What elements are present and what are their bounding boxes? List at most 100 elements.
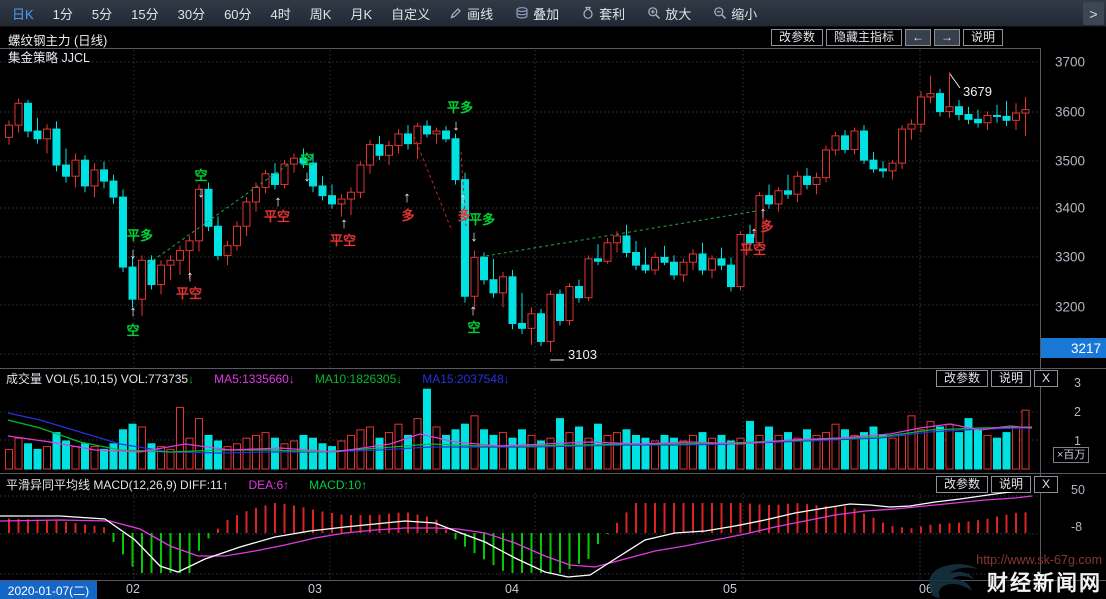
macd-button-说明[interactable]: 说明: [991, 476, 1032, 493]
site-logo-icon: [929, 563, 978, 598]
macd-header: 平滑异同平均线 MACD(12,26,9) DIFF:11↑ DEA:6↑ MACD…: [0, 475, 1040, 494]
volume-close-button[interactable]: X: [1034, 370, 1059, 387]
tool-放大[interactable]: 放大: [647, 4, 691, 23]
signal-平空: 平空: [264, 209, 290, 224]
macd-scale-50: 50: [1071, 483, 1085, 497]
period-tab-5分[interactable]: 5分: [91, 6, 113, 22]
expand-panel-button[interactable]: >: [1083, 2, 1104, 25]
up-arrow-icon: ↑: [129, 303, 137, 320]
strategy-label: 集金策略 JJCL: [8, 50, 90, 65]
price-label-3700: 3700: [1055, 54, 1086, 70]
signal-平多: 平多: [447, 100, 473, 115]
macd-chart[interactable]: [0, 492, 1040, 580]
volume-buttons: 改参数 说明 X: [933, 370, 1059, 387]
tool-叠加[interactable]: 叠加: [515, 4, 559, 23]
zoom-in-icon: [648, 7, 661, 19]
current-date-badge: 2020-01-07(二): [0, 581, 97, 599]
main-button-隐藏主指标[interactable]: 隐藏主指标: [825, 29, 902, 46]
signal-平空: 平空: [740, 242, 766, 257]
separator: [0, 368, 1106, 369]
stack-icon: [516, 7, 528, 19]
date-axis: 2020-01-07(二) 02 03 04 05 06: [0, 581, 1106, 599]
main-button-说明[interactable]: 说明: [962, 29, 1003, 46]
pencil-icon: [450, 8, 461, 19]
down-arrow-icon: ↓: [303, 168, 311, 185]
separator: [0, 473, 1106, 474]
up-arrow-icon: ↑: [750, 224, 758, 241]
period-tab-月K[interactable]: 月K: [350, 6, 373, 22]
main-prev-button[interactable]: ←: [904, 29, 931, 46]
date-tick-02: 02: [126, 582, 140, 596]
signal-空: 空: [300, 152, 313, 167]
price-label-3200: 3200: [1055, 299, 1086, 315]
main-chart-buttons: 改参数 隐藏主指标 ← → 说明: [768, 29, 1003, 46]
volume-scale-1: 1: [1074, 434, 1081, 448]
price-label-3300: 3300: [1055, 249, 1086, 265]
volume-button-说明[interactable]: 说明: [991, 370, 1032, 387]
macd-value-2: MACD:10↑: [309, 477, 368, 492]
period-tab-自定义[interactable]: 自定义: [391, 6, 431, 22]
signal-平空: 平空: [176, 286, 202, 301]
macd-button-改参数[interactable]: 改参数: [936, 476, 989, 493]
period-tab-日K[interactable]: 日K: [12, 6, 34, 22]
volume-scale-2: 2: [1074, 405, 1081, 419]
price-label-3600: 3600: [1055, 104, 1086, 120]
vol-value-0: 成交量 VOL(5,10,15) VOL:773735↓: [6, 372, 195, 386]
down-arrow-icon: ↓: [452, 117, 460, 134]
signal-多: 多: [457, 208, 470, 223]
price-tag-3679: 3679: [963, 84, 992, 99]
title-row: 螺纹钢主力 (日线) 改参数 隐藏主指标 ← → 说明: [0, 27, 1106, 49]
tool-缩小[interactable]: 缩小: [713, 4, 757, 23]
signal-平多: 平多: [127, 228, 153, 243]
main-button-改参数[interactable]: 改参数: [770, 29, 823, 46]
signal-空: 空: [126, 323, 139, 338]
period-tab-30分[interactable]: 30分: [177, 6, 206, 22]
vol-value-1: MA5:1335660↓: [214, 371, 295, 386]
vol-value-3: MA15:2037548↓: [422, 371, 510, 386]
date-tick-04: 04: [505, 582, 519, 596]
volume-unit-label: ×百万: [1053, 447, 1090, 463]
signal-空: 空: [467, 320, 480, 335]
tool-套利[interactable]: 套利: [581, 4, 625, 23]
period-tab-15分[interactable]: 15分: [131, 6, 159, 22]
moneybag-icon: [583, 6, 593, 19]
price-label-3500: 3500: [1055, 153, 1086, 169]
zoom-out-icon: [714, 7, 727, 19]
signal-平空: 平空: [330, 233, 356, 248]
date-tick-03: 03: [308, 582, 322, 596]
date-tick-05: 05: [723, 582, 737, 596]
separator: [0, 580, 1106, 581]
main-next-button[interactable]: →: [933, 29, 960, 46]
price-label-3400: 3400: [1055, 200, 1086, 216]
tool-画线[interactable]: 画线: [449, 4, 493, 23]
instrument-title: 螺纹钢主力 (日线): [8, 34, 108, 48]
down-arrow-icon: ↓: [197, 184, 205, 201]
macd-value-0: 平滑异同平均线 MACD(12,26,9) DIFF:11↑: [6, 478, 229, 492]
signal-多: 多: [760, 219, 773, 234]
up-arrow-icon: ↑: [274, 193, 282, 210]
signal-空: 空: [194, 168, 207, 183]
macd-value-1: DEA:6↑: [248, 477, 290, 492]
period-tab-周K[interactable]: 周K: [309, 6, 332, 22]
price-axis: 3700 3600 3500 3400 3300 3200 3 2 1 50 -8 3217 ×百万: [1040, 48, 1106, 580]
vol-value-2: MA10:1826305↓: [314, 371, 403, 386]
macd-scale--8: -8: [1071, 520, 1083, 534]
period-tab-4时[interactable]: 4时: [270, 6, 291, 22]
down-arrow-icon: ↓: [470, 228, 478, 245]
volume-header: 成交量 VOL(5,10,15) VOL:773735↓ MA5:1335660↓…: [0, 369, 1040, 388]
macd-close-button[interactable]: X: [1034, 476, 1059, 493]
volume-button-改参数[interactable]: 改参数: [936, 370, 989, 387]
up-arrow-icon: ↑: [759, 204, 767, 221]
volume-chart[interactable]: [0, 388, 1040, 472]
signal-多: 多: [401, 208, 414, 223]
period-tab-1分[interactable]: 1分: [52, 6, 73, 22]
period-tab-60分[interactable]: 60分: [224, 6, 252, 22]
up-arrow-icon: ↑: [403, 189, 411, 206]
macd-buttons: 改参数 说明 X: [933, 476, 1059, 493]
up-arrow-icon: ↑: [469, 302, 477, 319]
down-arrow-icon: ↓: [129, 245, 137, 262]
toolbar: 日K 1分 5分 15分 30分 60分 4时 周K 月K 自定义 画线 叠加 套利 放大 缩小: [0, 0, 1106, 27]
up-arrow-icon: ↑: [459, 190, 467, 207]
